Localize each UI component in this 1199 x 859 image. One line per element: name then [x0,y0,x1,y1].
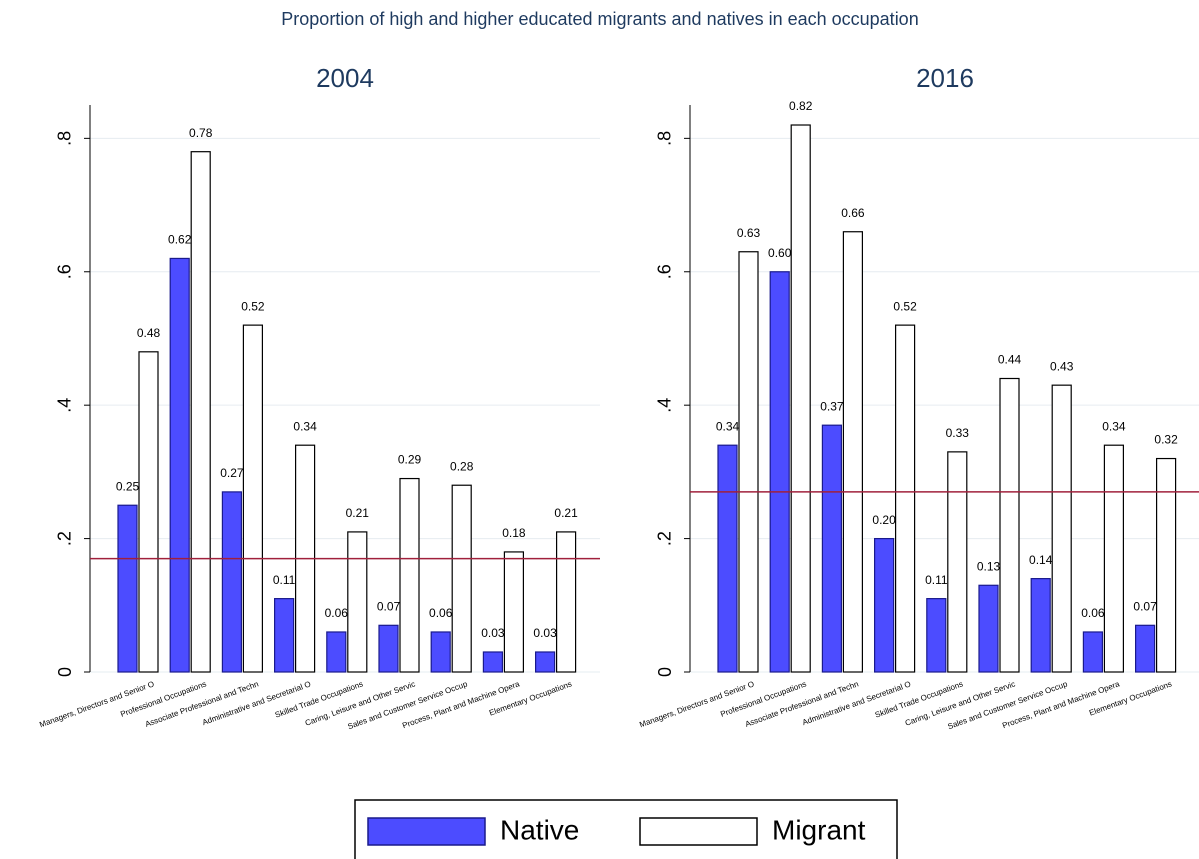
bar [717,444,738,673]
value-label: 0.66 [841,206,865,220]
value-label: 0.11 [925,573,948,587]
value-label: 0.21 [346,506,370,520]
bar [894,324,916,673]
bar [169,257,190,673]
value-label: 0.03 [481,626,505,640]
bar [769,271,790,673]
value-label: 0.34 [293,419,317,433]
bar [378,624,399,673]
value-label: 0.52 [893,299,917,313]
y-tick-label: .4 [55,398,75,413]
bar [1082,631,1104,673]
bar [978,584,999,673]
value-label: 0.07 [1133,599,1157,613]
bar [873,537,895,673]
value-label: 0.37 [820,399,844,413]
bar [821,424,843,673]
bar [534,651,556,673]
value-label: 0.63 [737,226,761,240]
bar [274,598,295,673]
y-tick-label: .8 [55,131,75,146]
y-tick-label: 0 [55,667,75,677]
y-tick-label: 0 [655,667,675,677]
y-tick-label: .6 [655,264,675,279]
panel-title: 2016 [916,63,974,93]
y-tick-label: .4 [655,398,675,413]
bar [451,484,472,673]
bar [430,631,451,673]
value-label: 0.60 [768,246,792,260]
bar [947,451,968,673]
bar [482,651,503,673]
bar [326,631,347,673]
value-label: 0.48 [137,326,161,340]
legend-swatch [367,817,486,846]
bar [242,324,263,673]
value-label: 0.14 [1029,553,1053,567]
bar [1103,444,1125,673]
value-label: 0.18 [502,526,526,540]
bar [842,231,864,673]
chart-title: Proportion of high and higher educated m… [281,9,918,29]
bar [399,477,420,673]
bar [1134,624,1156,673]
value-label: 0.06 [325,606,349,620]
value-label: 0.11 [273,573,296,587]
bar [138,351,159,673]
bar [926,598,947,673]
value-label: 0.34 [1102,419,1126,433]
bar [117,504,138,673]
value-label: 0.43 [1050,359,1074,373]
y-tick-label: .6 [55,264,75,279]
value-label: 0.27 [220,466,244,480]
panel-title: 2004 [316,63,374,93]
bar [1030,578,1051,673]
bar [190,151,211,673]
legend-label: Native [500,814,579,845]
value-label: 0.34 [716,419,740,433]
value-label: 0.44 [998,353,1022,367]
value-label: 0.06 [1081,606,1105,620]
bar [999,377,1020,673]
y-tick-label: .2 [55,531,75,546]
value-label: 0.52 [241,299,265,313]
bar [347,531,368,673]
value-label: 0.07 [377,599,401,613]
y-tick-label: .2 [655,531,675,546]
value-label: 0.82 [789,99,813,113]
value-label: 0.28 [450,459,474,473]
bar [1155,457,1177,673]
value-label: 0.20 [872,513,896,527]
value-label: 0.03 [533,626,557,640]
value-label: 0.32 [1154,433,1178,447]
bar [790,124,811,673]
y-tick-label: .8 [655,131,675,146]
value-label: 0.29 [398,453,422,467]
value-label: 0.33 [946,426,970,440]
value-label: 0.06 [429,606,453,620]
value-label: 0.78 [189,126,213,140]
value-label: 0.25 [116,479,140,493]
bar [1051,384,1072,673]
value-label: 0.21 [554,506,578,520]
legend-swatch [639,817,758,846]
bar [555,531,577,673]
bar [738,251,759,673]
bar [503,551,524,673]
legend-label: Migrant [772,814,866,845]
value-label: 0.13 [977,559,1001,573]
bar [221,491,242,673]
value-label: 0.62 [168,233,192,247]
